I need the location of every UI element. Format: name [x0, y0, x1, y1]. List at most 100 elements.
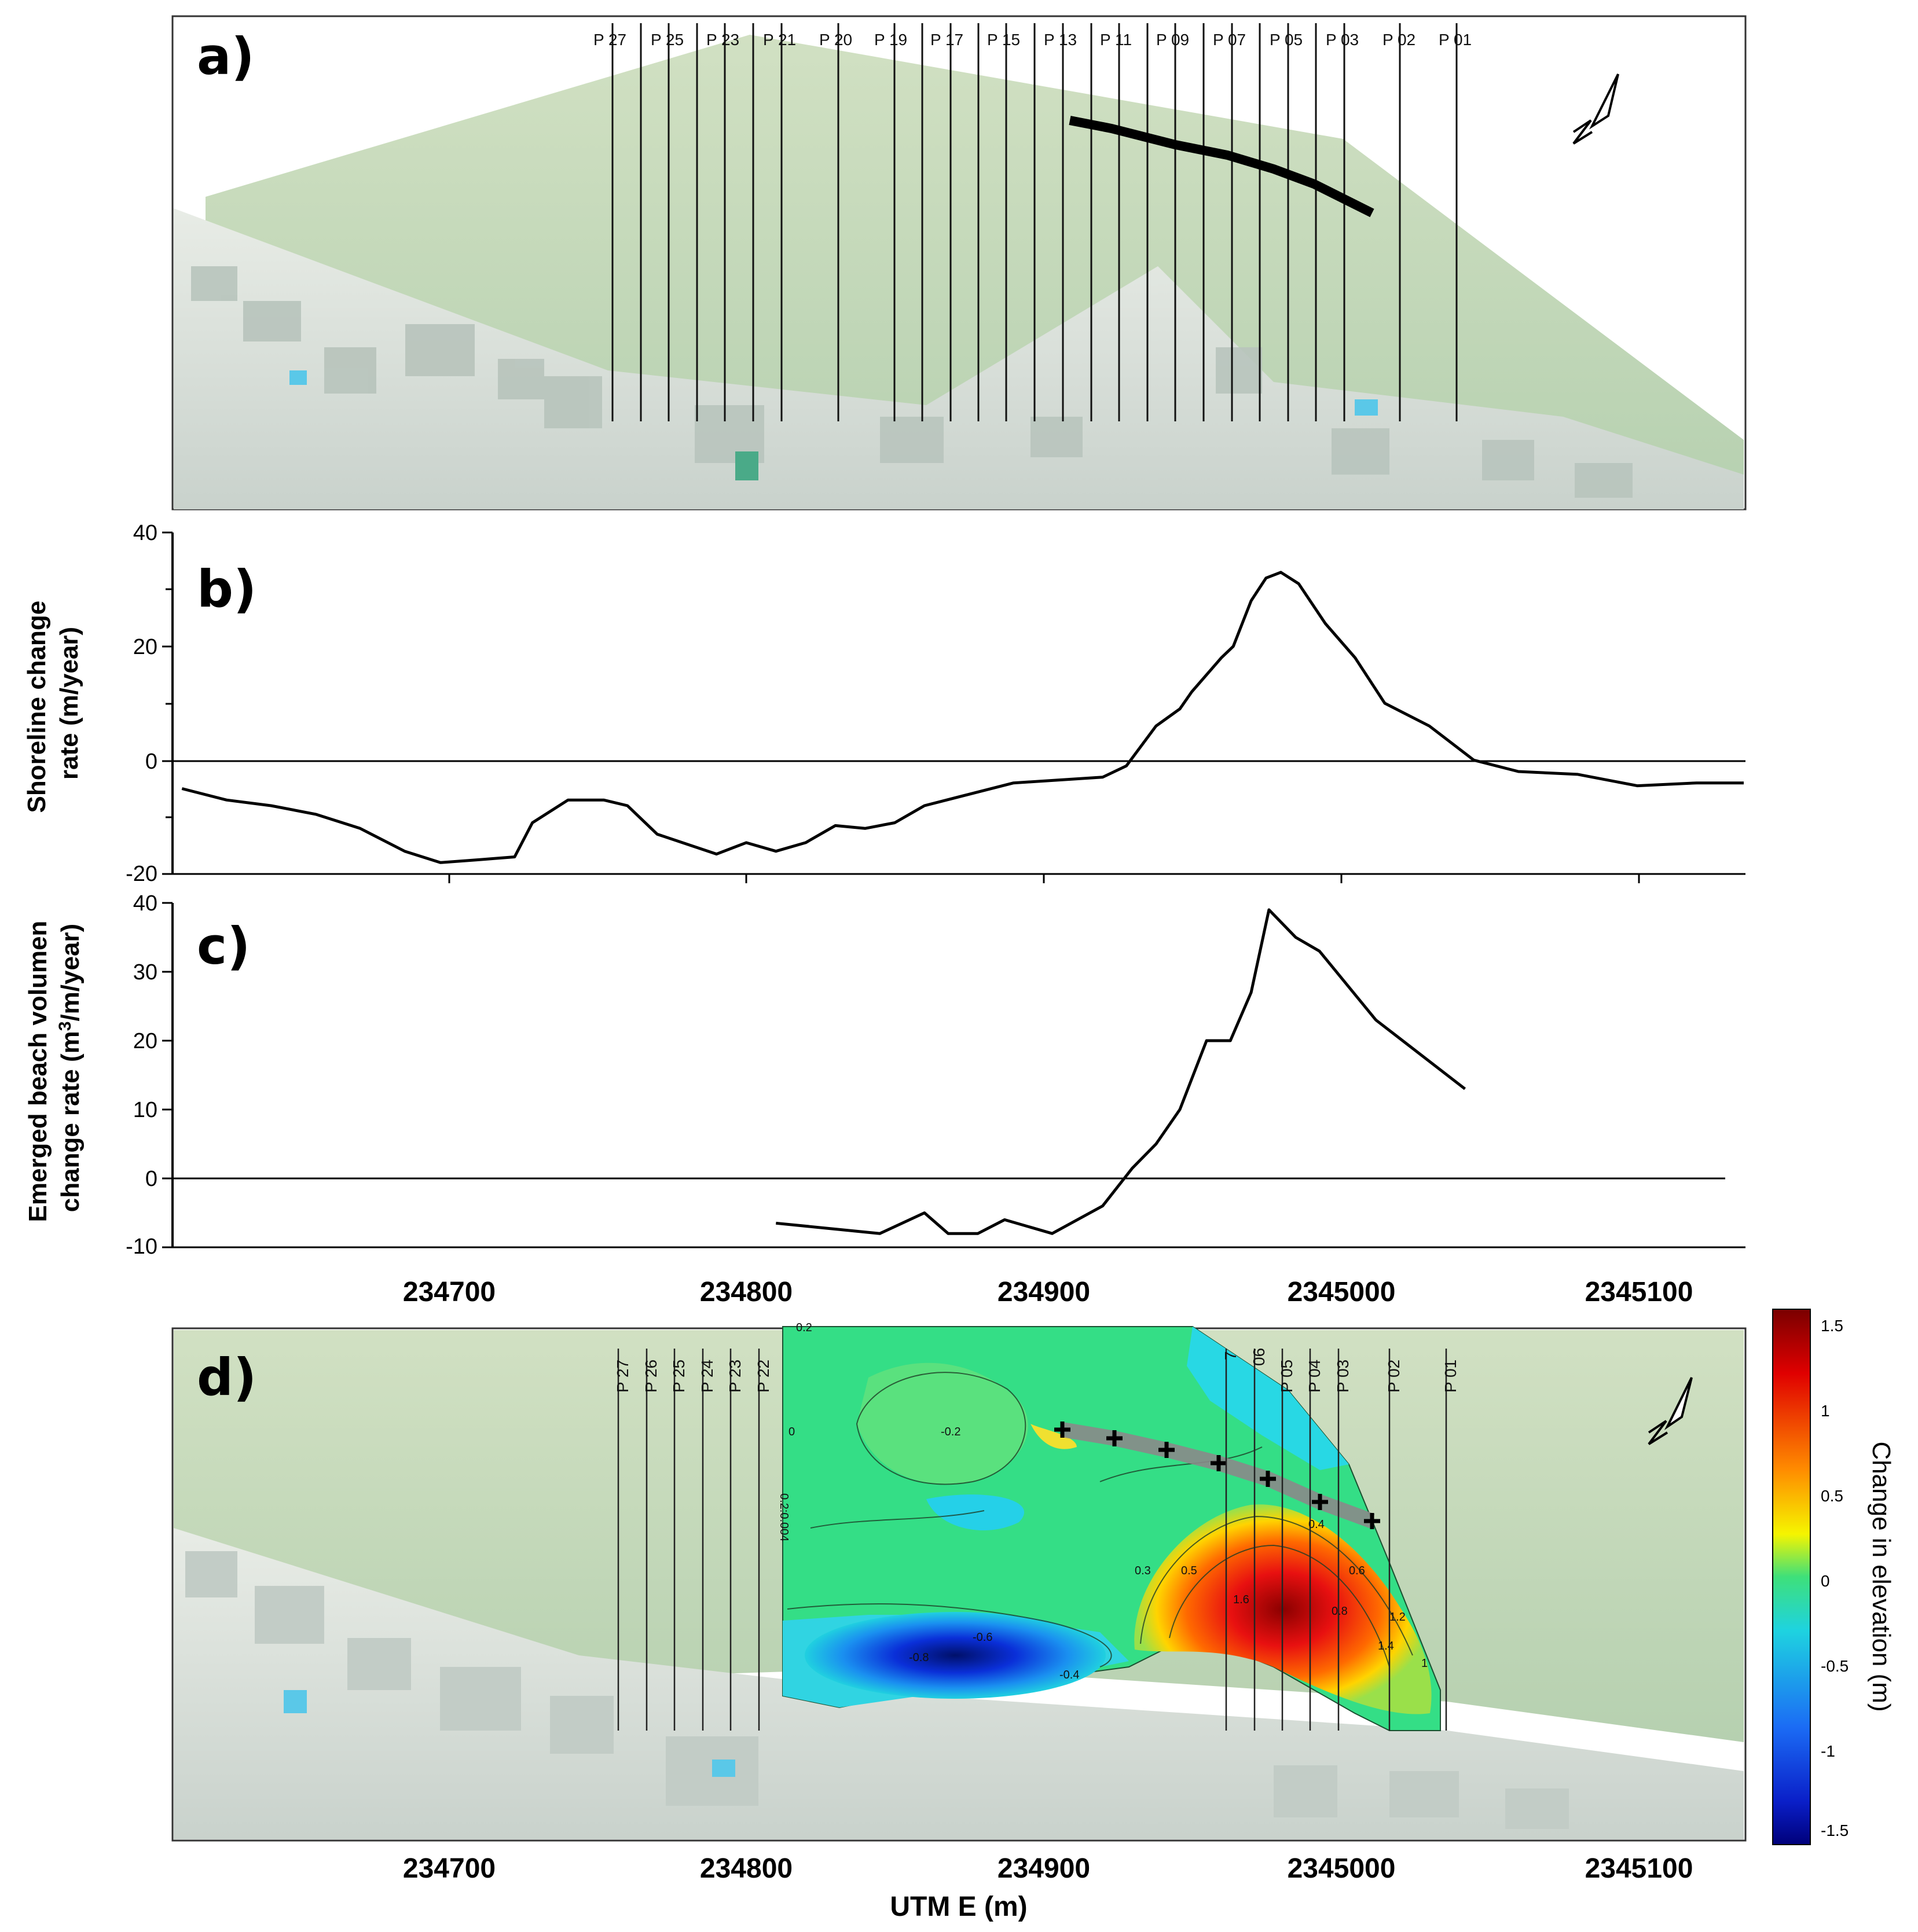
x-ticks [448, 874, 1640, 883]
contour-zone [1187, 1327, 1349, 1470]
contour-label: -0.4 [1059, 1669, 1079, 1681]
panel-d: 0.2 -0.2 0 0.4 0.6 0.8 1.2 1.4 1.6 -0.8 … [171, 1321, 1747, 1842]
contour-label: 1 [1421, 1657, 1428, 1670]
pool [284, 1690, 307, 1713]
y-tick-label: 0 [145, 1167, 157, 1191]
profile-label: P 01 [1442, 1360, 1459, 1393]
y-tick-label: 20 [133, 1029, 157, 1053]
land-area [174, 1528, 1744, 1839]
x-tick-label: 234700 [403, 1277, 496, 1307]
profile-label: P 03 [1334, 1360, 1352, 1393]
profile-lines [611, 23, 1458, 421]
contour-lines [787, 1372, 1413, 1667]
contour-label: 1.4 [1378, 1640, 1394, 1652]
y-tick-label: 30 [133, 960, 157, 985]
y-tick-label: 40 [133, 521, 157, 545]
contour-labels: 0.2 -0.2 0 0.4 0.6 0.8 1.2 1.4 1.6 -0.8 … [778, 1321, 1428, 1681]
profile-label: P 19 [874, 31, 907, 49]
pool [289, 370, 307, 385]
y-tick-label: -10 [126, 1235, 157, 1259]
x-tick-label: 234800 [700, 1277, 793, 1307]
y-tick-label: 10 [133, 1098, 157, 1122]
y-tick-label: -20 [126, 862, 157, 886]
contour-label: 0 [789, 1426, 795, 1438]
y-axis-title: Shoreline change rate (m/year) [23, 594, 83, 813]
profile-label: P 27 [614, 1360, 632, 1393]
profile-lines [617, 1349, 1447, 1731]
panel-tag: a) [197, 27, 255, 86]
pool [712, 1760, 735, 1777]
contour-label: 1.2 [1389, 1611, 1406, 1624]
series-line [181, 571, 1744, 864]
contour-label: 0.2:0.004 [778, 1493, 790, 1541]
profile-label: P 01 [1439, 31, 1472, 49]
profile-label: P 24 [698, 1360, 716, 1393]
panel-tag: c) [197, 916, 250, 976]
profile-label: P 04 [1305, 1360, 1323, 1393]
contour-zone-negative [805, 1612, 1106, 1699]
x-tick-label: 234800 [700, 1853, 793, 1884]
profile-label: P 09 [1156, 31, 1189, 49]
profile-label: P 02 [1382, 31, 1415, 49]
pool [1355, 399, 1378, 416]
profile-label: P 05 [1270, 31, 1303, 49]
profile-label: 7 [1222, 1351, 1239, 1360]
profile-label: P 05 [1278, 1360, 1296, 1393]
y-tick-label: 40 [133, 891, 157, 916]
x-tick-label: 234700 [403, 1853, 496, 1884]
colorbar-tick-label: 0 [1821, 1572, 1830, 1590]
colorbar-tick-label: 0.5 [1821, 1487, 1843, 1505]
profile-label: P 27 [593, 31, 626, 49]
x-tick-label: 2345100 [1585, 1277, 1693, 1307]
y-tick-label: 20 [133, 635, 157, 659]
profile-label: P 07 [1213, 31, 1246, 49]
breakwater [1069, 116, 1374, 218]
pool [735, 451, 758, 480]
profile-label: P 23 [706, 31, 739, 49]
survey-marks [1054, 1422, 1380, 1529]
contour-label: 0.4 [1308, 1518, 1325, 1531]
panel-tag: b) [197, 559, 256, 619]
series-line [776, 908, 1466, 1235]
profile-label: P 22 [754, 1360, 772, 1393]
contour-label: 0.3 [1135, 1564, 1151, 1577]
colorbar-tick-label: 1 [1821, 1402, 1830, 1420]
profile-label: P 11 [1100, 31, 1132, 49]
colorbar-tick-label: 1.5 [1821, 1317, 1843, 1335]
profile-label: P 15 [987, 31, 1020, 49]
colorbar: 1.5 1 0.5 0 -0.5 -1 -1.5 Change in eleva… [1772, 1309, 1895, 1845]
profile-label: P 26 [642, 1360, 660, 1393]
y-ticks [162, 902, 173, 1248]
profile-label: P 23 [726, 1360, 744, 1393]
profile-labels-d: P 27 P 26 P 25 P 24 P 23 P 22 7 06 P 05 … [614, 1348, 1459, 1393]
profile-label: P 13 [1044, 31, 1077, 49]
colorbar-tick-label: -0.5 [1821, 1657, 1849, 1675]
contour-map: 0.2 -0.2 0 0.4 0.6 0.8 1.2 1.4 1.6 -0.8 … [778, 1321, 1441, 1731]
y-ticks [162, 531, 173, 875]
contour-label: 0.6 [1349, 1564, 1365, 1577]
y-tick-label: 0 [145, 750, 157, 774]
north-arrow-icon [1648, 1377, 1693, 1445]
x-axis-title: UTM E (m) [890, 1891, 1027, 1922]
colorbar-tick-label: -1 [1821, 1742, 1835, 1760]
north-arrow-icon [1572, 74, 1619, 145]
contour-label: 1.6 [1233, 1593, 1249, 1606]
contour-zone [857, 1362, 1028, 1484]
colorbar-scale [1772, 1309, 1811, 1845]
profile-label: P 25 [651, 31, 684, 49]
x-tick-label: 2345100 [1585, 1853, 1693, 1884]
x-tick-labels-bottom: 234700 234800 234900 2345000 2345100 UTM… [403, 1853, 1693, 1922]
profile-label: P 02 [1385, 1360, 1403, 1393]
x-tick-label: 234900 [997, 1853, 1090, 1884]
contour-label: -0.2 [941, 1426, 960, 1438]
colorbar-title: Change in elevation (m) [1867, 1441, 1895, 1711]
contour-zone [1030, 1424, 1077, 1449]
panel-c: 40 30 20 10 0 -10 Emerged beach volumen … [24, 891, 1745, 1259]
x-tick-label: 234900 [997, 1277, 1090, 1307]
contour-label: 0.2 [796, 1321, 812, 1334]
x-tick-label: 2345000 [1288, 1277, 1396, 1307]
profile-label: P 21 [763, 31, 796, 49]
profile-label: P 17 [930, 31, 963, 49]
y-axis-title: Emerged beach volumen change rate (m3/m/… [24, 913, 85, 1222]
